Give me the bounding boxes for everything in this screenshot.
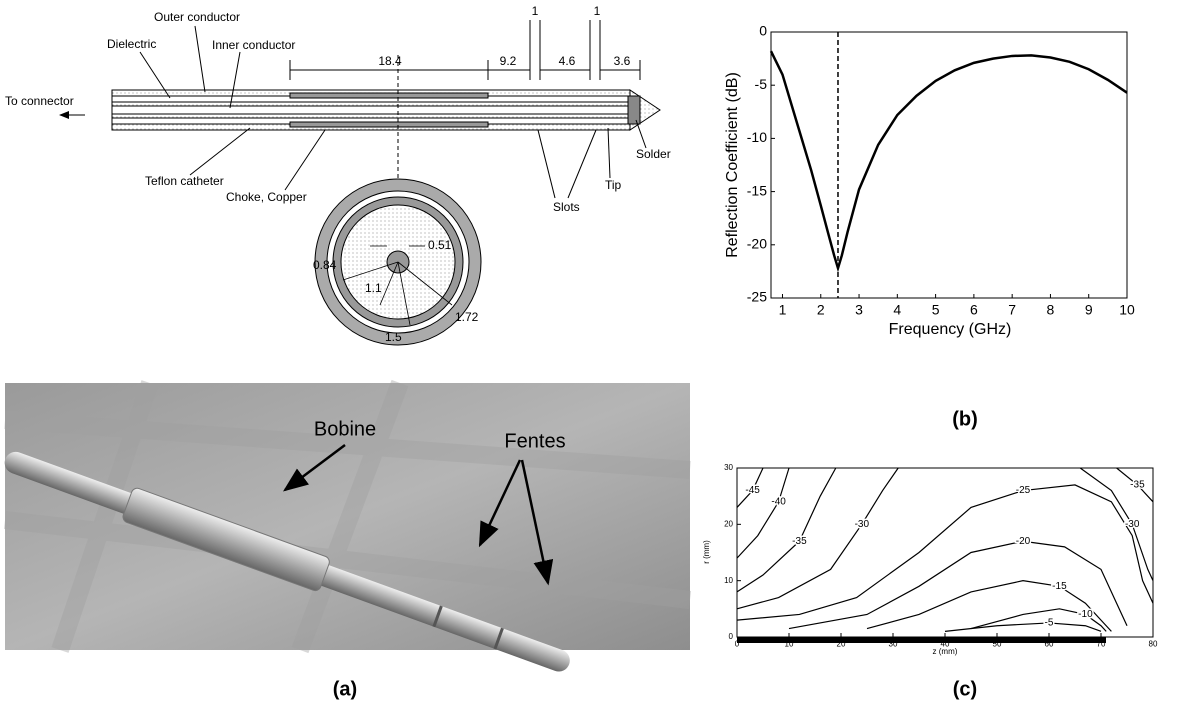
x-tick-label: 10 bbox=[785, 639, 794, 648]
y-tick-label: -25 bbox=[747, 289, 767, 305]
label: Solder bbox=[636, 147, 671, 161]
y-tick-label: 0 bbox=[759, 23, 767, 39]
dimension: 1.1 bbox=[365, 281, 382, 295]
line bbox=[769, 50, 1128, 273]
y-tick-label: -10 bbox=[747, 129, 767, 145]
contour-label: -30 bbox=[1125, 519, 1140, 530]
x-tick-label: 80 bbox=[1149, 639, 1158, 648]
caption: (b) bbox=[952, 408, 978, 430]
contour-line bbox=[866, 580, 1112, 632]
y-axis-label: Reflection Coefficient (dB) bbox=[724, 72, 741, 258]
contour-line bbox=[736, 467, 790, 559]
x-tick-label: 20 bbox=[837, 639, 846, 648]
contour-line bbox=[736, 484, 1154, 621]
y-tick-label: 20 bbox=[724, 519, 733, 528]
probe-diagram bbox=[59, 20, 661, 346]
y-tick-label: 10 bbox=[724, 576, 733, 585]
label: Inner conductor bbox=[212, 38, 295, 52]
x-tick-label: 10 bbox=[1119, 301, 1135, 317]
y-tick-label: -5 bbox=[755, 76, 768, 92]
x-tick-label: 40 bbox=[941, 639, 950, 648]
caption: (a) bbox=[333, 678, 357, 700]
x-tick-label: 4 bbox=[893, 301, 901, 317]
contour-label: -25 bbox=[1016, 485, 1031, 496]
photo-label: Bobine bbox=[314, 418, 376, 440]
x-tick-label: 9 bbox=[1085, 301, 1093, 317]
dimension: 1.5 bbox=[385, 330, 402, 344]
y-tick-label: 0 bbox=[729, 632, 734, 641]
dimension: 18.4 bbox=[378, 54, 402, 68]
x-tick-label: 5 bbox=[932, 301, 940, 317]
dimension: 1 bbox=[594, 4, 601, 18]
x-tick-label: 1 bbox=[779, 301, 787, 317]
label: Outer conductor bbox=[154, 10, 240, 24]
y-axis-label: r (mm) bbox=[702, 540, 711, 564]
contour-line bbox=[1079, 467, 1154, 581]
label: Dielectric bbox=[107, 37, 156, 51]
dimension: 9.2 bbox=[500, 54, 517, 68]
contour-label: -5 bbox=[1045, 618, 1054, 629]
label: Choke, Copper bbox=[226, 190, 307, 204]
contour-line bbox=[944, 622, 1102, 632]
contour-line bbox=[736, 467, 899, 610]
dimension: 3.6 bbox=[614, 54, 631, 68]
dimension: 0.84 bbox=[313, 258, 337, 272]
plot-frame bbox=[770, 31, 1128, 299]
dimension: 1.72 bbox=[455, 310, 479, 324]
contour-label: -30 bbox=[855, 519, 870, 530]
probe-shape bbox=[737, 637, 1106, 643]
x-axis-label: Frequency (GHz) bbox=[889, 321, 1012, 338]
dimension: 0.51 bbox=[428, 238, 452, 252]
x-tick-label: 6 bbox=[970, 301, 978, 317]
x-tick-label: 70 bbox=[1097, 639, 1106, 648]
y-tick-label: -20 bbox=[747, 236, 767, 252]
contour-line bbox=[1116, 467, 1154, 503]
contour-label: -20 bbox=[1016, 536, 1031, 547]
y-tick-label: -15 bbox=[747, 182, 767, 198]
photo-label: Fentes bbox=[504, 430, 565, 452]
label: Tip bbox=[605, 178, 622, 192]
dimension: 1 bbox=[532, 4, 539, 18]
x-tick-label: 60 bbox=[1045, 639, 1054, 648]
contour-line bbox=[970, 608, 1107, 632]
contour-label: -35 bbox=[792, 536, 807, 547]
contour-line bbox=[736, 467, 764, 508]
contour-label: -45 bbox=[745, 485, 760, 496]
x-tick-label: 7 bbox=[1008, 301, 1016, 317]
label: Teflon catheter bbox=[145, 174, 224, 188]
caption: (c) bbox=[953, 678, 977, 700]
dimension: 4.6 bbox=[559, 54, 576, 68]
x-tick-label: 30 bbox=[889, 639, 898, 648]
x-tick-label: 8 bbox=[1047, 301, 1055, 317]
x-tick-label: 3 bbox=[855, 301, 863, 317]
contour-label: -35 bbox=[1130, 480, 1145, 491]
y-tick-label: 30 bbox=[724, 463, 733, 472]
contour-label: -10 bbox=[1078, 609, 1093, 620]
contour-label: -15 bbox=[1052, 581, 1067, 592]
x-tick-label: 50 bbox=[993, 639, 1002, 648]
contour-line bbox=[736, 467, 837, 593]
x-tick-label: 0 bbox=[735, 639, 740, 648]
photo: Bobine Fentes bbox=[3, 379, 692, 672]
x-tick-label: 2 bbox=[817, 301, 825, 317]
label: To connector bbox=[5, 94, 74, 108]
x-axis-label: z (mm) bbox=[933, 647, 958, 656]
contour-line bbox=[788, 540, 1128, 630]
label: Slots bbox=[553, 200, 580, 214]
contour-label: -40 bbox=[771, 496, 786, 507]
